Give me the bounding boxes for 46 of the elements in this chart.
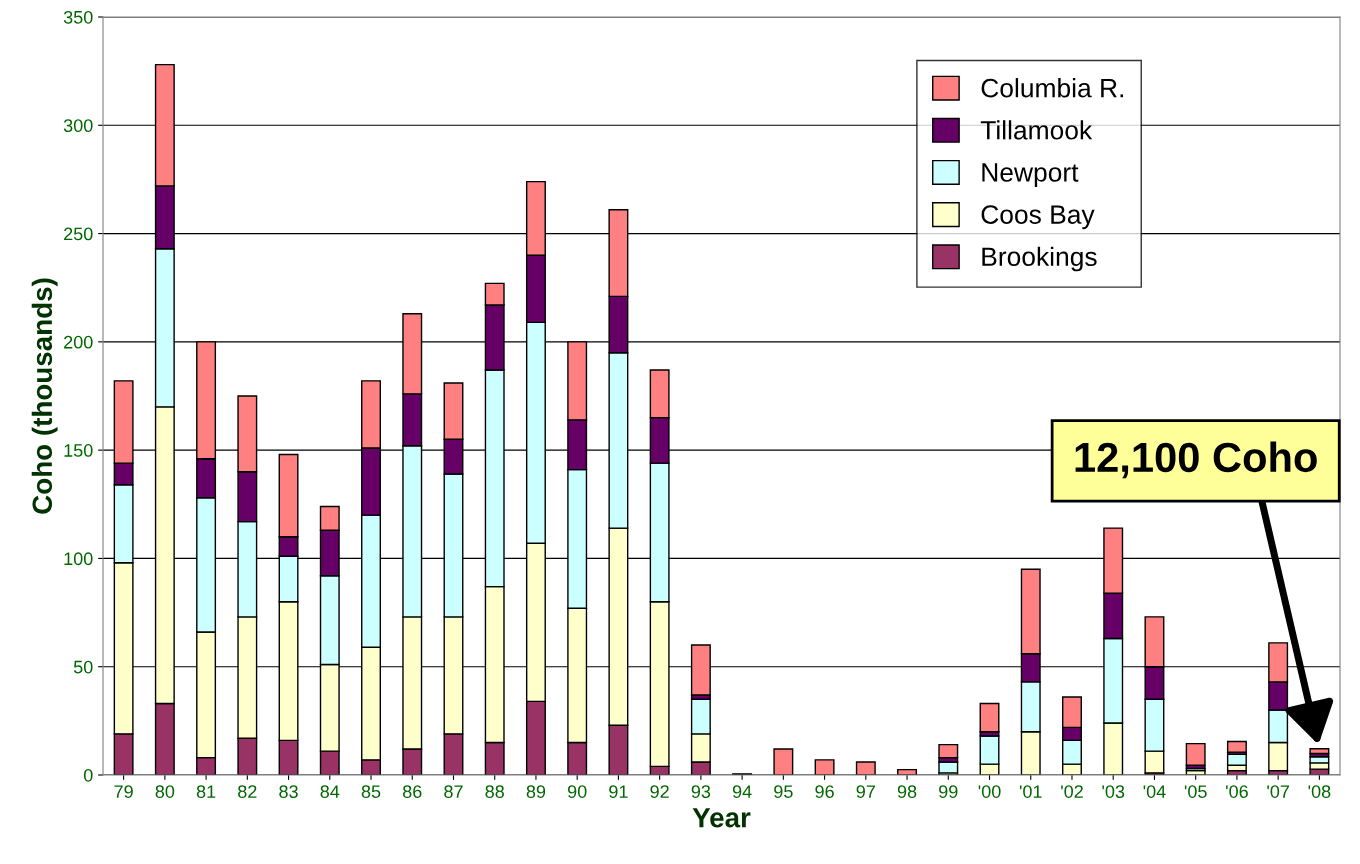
x-tick-label: 97 — [856, 785, 875, 798]
annotation: 12,100 Coho — [1075, 441, 1317, 479]
legend-label: Coos Bay — [981, 205, 1095, 230]
x-tick-label: '05 — [1184, 785, 1207, 798]
x-tick-label: 93 — [691, 785, 711, 798]
x-tick-label: '00 — [978, 785, 1001, 798]
y-tick-label: 150 — [64, 444, 93, 457]
x-tick-label: '08 — [1308, 785, 1331, 798]
x-tick-label: 98 — [897, 785, 917, 798]
x-tick-label: 79 — [114, 785, 133, 798]
y-tick-label: 100 — [64, 552, 93, 566]
x-tick-label: '07 — [1267, 785, 1290, 798]
x-tick-label: '01 — [1019, 785, 1042, 798]
x-tick-label: 88 — [485, 785, 504, 798]
y-tick-label: 300 — [63, 119, 93, 133]
legend-label: Tillamook — [980, 120, 1093, 140]
y-tick-label: 350 — [63, 10, 93, 24]
x-tick-label: 83 — [279, 785, 298, 798]
x-tick-label: 87 — [444, 785, 463, 798]
x-tick-label: 91 — [609, 785, 628, 798]
y-axis-title: Coho (thousands) — [31, 278, 58, 514]
x-tick-label: 89 — [526, 785, 546, 798]
x-tick-label: '04 — [1143, 785, 1166, 798]
legend-label: Columbia R. — [981, 78, 1124, 98]
x-tick-label: 95 — [774, 785, 793, 798]
x-tick-label: '06 — [1226, 785, 1248, 798]
x-tick-label: 80 — [155, 785, 175, 798]
x-tick-label: 99 — [939, 785, 958, 798]
x-tick-label: 94 — [732, 785, 752, 798]
x-tick-label: 96 — [815, 785, 834, 798]
x-tick-label: 92 — [650, 785, 669, 798]
y-tick-label: 0 — [83, 768, 93, 782]
x-tick-label: 84 — [320, 785, 340, 798]
legend-label: Newport — [982, 163, 1079, 187]
x-tick-label: '02 — [1061, 785, 1083, 798]
legend-label: Brookings — [982, 246, 1097, 272]
y-tick-label: 250 — [64, 227, 93, 241]
x-tick-label: 90 — [567, 785, 587, 798]
x-tick-label: 82 — [238, 785, 257, 798]
y-tick-label: 50 — [73, 660, 93, 674]
x-tick-label: '03 — [1102, 785, 1125, 798]
x-tick-label: 85 — [361, 785, 381, 798]
y-tick-label: 200 — [64, 335, 93, 349]
x-axis-title: Year — [692, 808, 751, 828]
x-tick-label: 86 — [402, 785, 422, 798]
x-tick-label: 81 — [196, 785, 216, 798]
